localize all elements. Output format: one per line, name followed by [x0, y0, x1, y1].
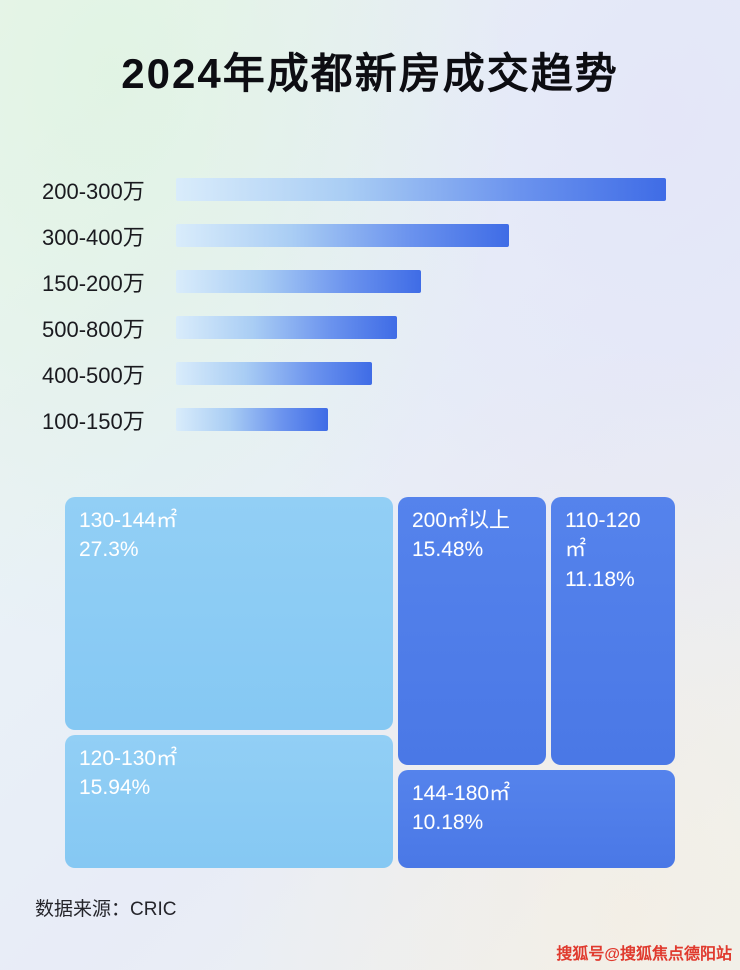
bar-track [176, 316, 666, 339]
bar [176, 224, 510, 247]
bar-category-label: 100-150万 [42, 408, 145, 434]
bar-category-label: 500-800万 [42, 316, 145, 342]
bar-category-label: 300-400万 [42, 224, 145, 250]
bar-category-label: 150-200万 [42, 270, 145, 296]
treemap-block-value: 15.94% [79, 776, 151, 800]
treemap-block-value: 10.18% [412, 811, 484, 835]
area-share-treemap: 130-144㎡ 27.3% 200㎡以上 15.48% 110-120㎡ 11… [65, 497, 675, 868]
treemap-block: 110-120㎡ 11.18% [551, 497, 675, 765]
bar [176, 316, 397, 339]
bar-row: 400-500万 [42, 362, 690, 388]
price-range-bar-chart: 200-300万 300-400万 150-200万 500-800万 400-… [42, 178, 690, 454]
bar-track [176, 178, 666, 201]
treemap-block-value: 27.3% [79, 538, 139, 562]
treemap-block-label: 120-130㎡ [79, 747, 178, 770]
bar-category-label: 400-500万 [42, 362, 145, 388]
treemap-block: 130-144㎡ 27.3% [65, 497, 393, 730]
bar-track [176, 408, 666, 431]
bar [176, 270, 421, 293]
treemap-block-value: 11.18% [565, 567, 635, 591]
bar-track [176, 362, 666, 385]
treemap-block-label: 144-180㎡ [412, 782, 511, 805]
bar [176, 362, 372, 385]
bar-row: 500-800万 [42, 316, 690, 342]
bar-row: 100-150万 [42, 408, 690, 434]
data-source-note: 数据来源：CRIC [35, 899, 177, 920]
treemap-block: 144-180㎡ 10.18% [398, 770, 675, 868]
page-title: 2024年成都新房成交趋势 [121, 50, 619, 97]
treemap-block-label: 200㎡以上 [412, 509, 511, 532]
watermark-text: 搜狐号@搜狐焦点德阳站 [556, 946, 732, 963]
bar-track [176, 270, 666, 293]
bar [176, 178, 666, 201]
treemap-block-value: 15.48% [412, 538, 484, 562]
bar-row: 150-200万 [42, 270, 690, 296]
bar-track [176, 224, 666, 247]
bar-category-label: 200-300万 [42, 178, 145, 204]
bar [176, 408, 328, 431]
bar-row: 300-400万 [42, 224, 690, 250]
treemap-block: 200㎡以上 15.48% [398, 497, 546, 765]
treemap-block: 120-130㎡ 15.94% [65, 735, 393, 868]
bar-row: 200-300万 [42, 178, 690, 204]
treemap-block-label: 130-144㎡ [79, 509, 178, 532]
treemap-block-label: 110-120㎡ [565, 509, 641, 562]
